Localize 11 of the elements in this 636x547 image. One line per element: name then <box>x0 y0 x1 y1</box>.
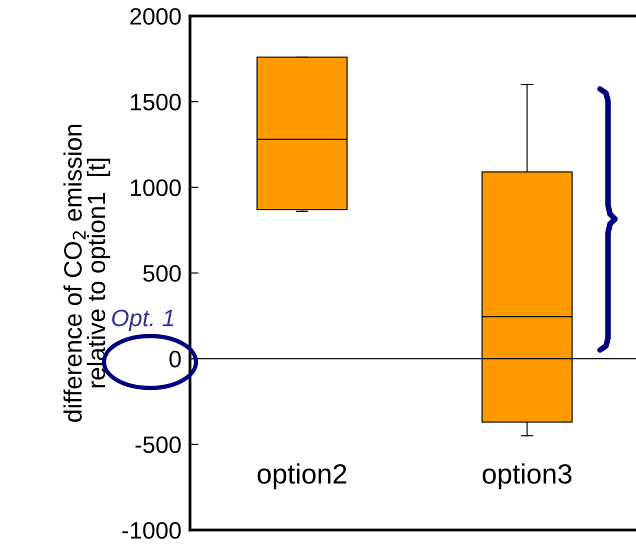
y-tick-label: 500 <box>143 265 181 282</box>
y-axis-title: difference of CO$_{2}$ emission relative to option1 [t] <box>63 124 110 422</box>
y-tick-label: 0 <box>169 350 181 368</box>
y-tick-label: -1000 <box>122 522 181 539</box>
y-tick-label: 2000 <box>130 8 181 25</box>
text: Opt. 1 <box>112 310 174 332</box>
x-tick-label: option3 <box>482 463 572 490</box>
y-tick-label: 1000 <box>130 179 181 196</box>
y-tick-label: 1500 <box>130 94 181 110</box>
y-tick-label: -500 <box>135 436 181 454</box>
x-tick-label: option2 <box>258 463 346 490</box>
